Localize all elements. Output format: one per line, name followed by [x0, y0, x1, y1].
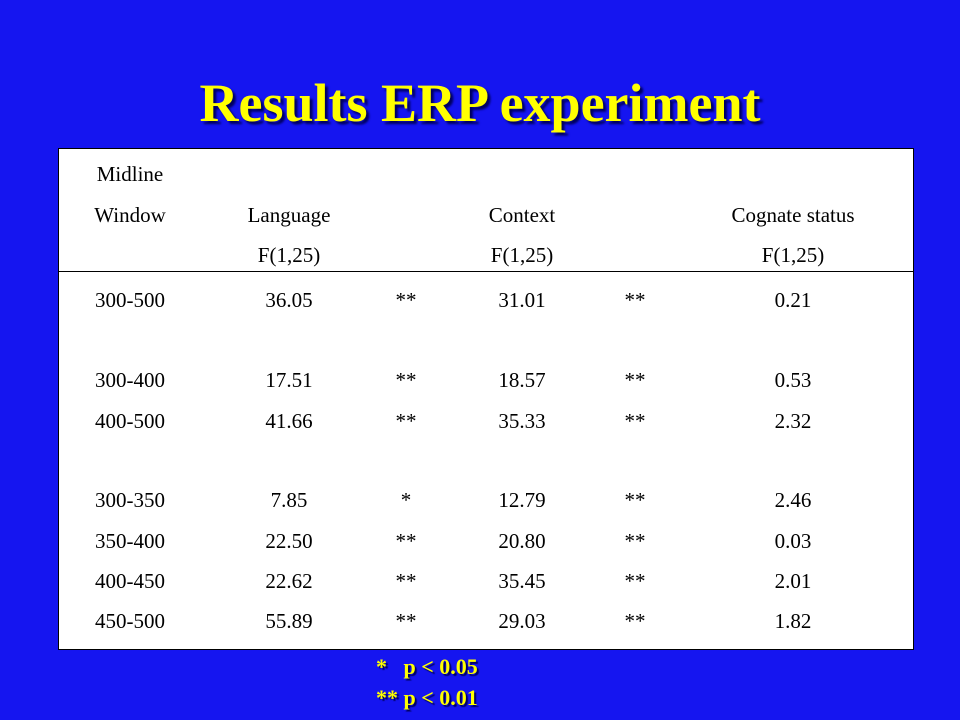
cell-language-sig: **: [395, 368, 417, 392]
cell-language-sig: **: [395, 569, 417, 593]
cell-language: 36.05: [265, 288, 313, 312]
header-window: Window: [94, 203, 166, 227]
footnote-p005: * p < 0.05: [376, 654, 478, 679]
footnote-p001: ** p < 0.01: [376, 685, 478, 710]
cell-window: 400-500: [95, 409, 165, 433]
cell-language: 41.66: [265, 409, 313, 433]
cell-window: 400-450: [95, 569, 165, 593]
cell-cognate: 0.53: [774, 368, 812, 392]
cell-language-sig: **: [395, 529, 417, 553]
header-language-stat: F(1,25): [257, 243, 321, 267]
cell-context-sig: **: [624, 609, 646, 633]
cell-context-sig: **: [624, 288, 646, 312]
cell-context-sig: **: [624, 409, 646, 433]
cell-cognate: 1.82: [774, 609, 812, 633]
cell-context-sig: **: [624, 368, 646, 392]
cell-cognate: 2.01: [774, 569, 812, 593]
header-cognate-status: Cognate status: [731, 203, 855, 227]
cell-context: 29.03: [498, 609, 546, 633]
cell-cognate: 0.21: [774, 288, 812, 312]
results-table: Midline Window Language Context Cognate …: [58, 148, 914, 650]
header-cognate-stat: F(1,25): [761, 243, 825, 267]
cell-window: 350-400: [95, 529, 165, 553]
cell-language: 17.51: [265, 368, 313, 392]
cell-language: 22.62: [265, 569, 313, 593]
cell-language-sig: *: [400, 488, 412, 512]
cell-context: 31.01: [498, 288, 546, 312]
cell-language-sig: **: [395, 288, 417, 312]
cell-context-sig: **: [624, 569, 646, 593]
cell-language-sig: **: [395, 409, 417, 433]
header-context-stat: F(1,25): [490, 243, 554, 267]
header-midline: Midline: [96, 162, 164, 186]
cell-context: 18.57: [498, 368, 546, 392]
cell-language: 22.50: [265, 529, 313, 553]
cell-cognate: 2.46: [774, 488, 812, 512]
cell-window: 300-400: [95, 368, 165, 392]
cell-language: 7.85: [270, 488, 308, 512]
cell-window: 300-500: [95, 288, 165, 312]
cell-context-sig: **: [624, 529, 646, 553]
header-context: Context: [488, 203, 556, 227]
cell-language: 55.89: [265, 609, 313, 633]
slide-title: Results ERP experiment: [199, 73, 761, 133]
cell-context: 35.33: [498, 409, 546, 433]
cell-cognate: 0.03: [774, 529, 812, 553]
cell-window: 450-500: [95, 609, 165, 633]
cell-context: 20.80: [498, 529, 546, 553]
cell-language-sig: **: [395, 609, 417, 633]
header-divider: [59, 271, 913, 272]
cell-context: 35.45: [498, 569, 546, 593]
cell-context-sig: **: [624, 488, 646, 512]
header-language: Language: [247, 203, 331, 227]
cell-context: 12.79: [498, 488, 546, 512]
cell-window: 300-350: [95, 488, 165, 512]
cell-cognate: 2.32: [774, 409, 812, 433]
